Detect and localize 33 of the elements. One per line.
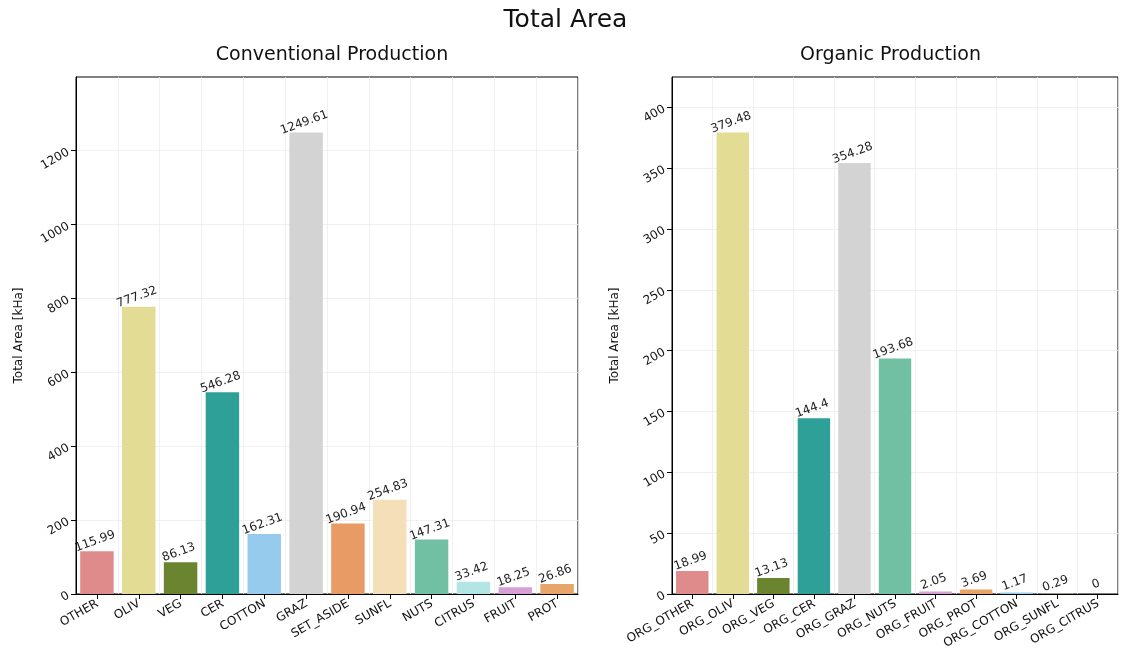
data-label: 13.13: [752, 554, 790, 580]
data-label: 0.29: [1040, 571, 1071, 595]
y-tick-label: 800: [44, 292, 72, 316]
y-tick-label: 350: [640, 162, 668, 186]
data-label: 144.4: [793, 395, 831, 421]
y-tick-label: 200: [640, 344, 668, 369]
y-tick-label: 50: [647, 527, 668, 547]
y-tick-label: 300: [640, 223, 668, 247]
y-tick-label: 400: [640, 101, 668, 125]
y-tick-label: 0: [57, 587, 72, 604]
y-tick-label: 250: [640, 283, 668, 308]
x-tick-label: VEG: [155, 595, 185, 621]
data-label: 33.42: [452, 558, 490, 584]
y-axis-title: Total Area [kHa]: [11, 287, 25, 385]
y-tick-label: 200: [44, 514, 72, 538]
chart-subtitle: Organic Production: [799, 41, 982, 64]
data-label: 3.69: [959, 567, 989, 591]
data-label: 86.13: [159, 539, 198, 564]
data-label: 18.99: [671, 547, 709, 573]
y-axis-title: Total Area [kHa]: [607, 287, 621, 385]
data-label: 0: [1089, 575, 1102, 592]
y-tick-label: 600: [44, 366, 72, 390]
y-tick-label: 0: [653, 587, 668, 604]
data-label: 2.05: [918, 569, 949, 593]
y-tick-label: 100: [640, 466, 668, 490]
y-tick-label: 400: [44, 440, 72, 464]
y-tick-label: 150: [640, 405, 668, 430]
x-tick-label: OLIV: [111, 595, 143, 622]
chart-subtitle: Conventional Production: [215, 41, 449, 64]
data-label: 18.25: [494, 564, 532, 590]
data-label: 1.17: [999, 570, 1030, 594]
chart-title: Total Area: [502, 4, 629, 33]
data-label: 26.86: [536, 560, 574, 586]
